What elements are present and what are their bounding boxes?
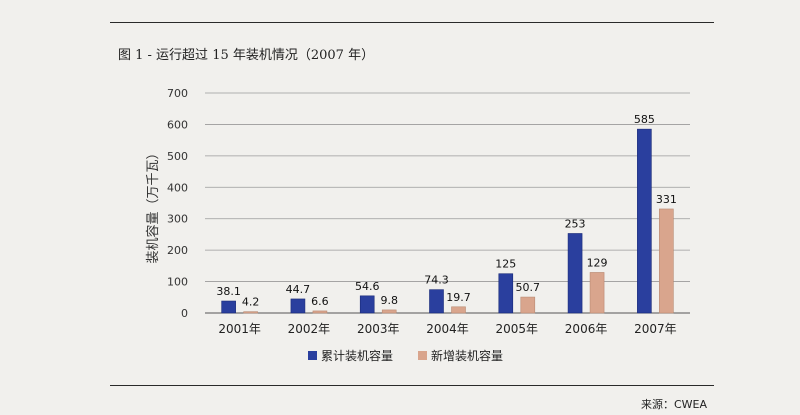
legend-swatch-cumulative xyxy=(308,351,317,360)
x-tick-label: 2004年 xyxy=(426,322,469,336)
data-label: 125 xyxy=(495,258,516,271)
bar-new xyxy=(243,311,258,314)
source-note: 来源：CWEA xyxy=(641,398,708,411)
y-tick-label: 200 xyxy=(167,244,188,257)
legend-label: 累计装机容量 xyxy=(321,348,393,363)
legend-label: 新增装机容量 xyxy=(431,348,503,363)
y-tick-label: 700 xyxy=(167,87,188,100)
y-axis-label: 装机容量（万千瓦） xyxy=(145,146,161,263)
data-label: 38.1 xyxy=(216,285,241,298)
bottom-rule xyxy=(110,385,714,386)
top-rule xyxy=(110,22,714,23)
data-label: 6.6 xyxy=(311,295,329,308)
data-label: 331 xyxy=(656,193,677,206)
legend: 累计装机容量 新增装机容量 xyxy=(308,348,503,363)
x-tick-label: 2001年 xyxy=(218,322,261,336)
x-axis-tick-labels: 2001年 2002年 2003年 2004年 2005年 2006年 2007年 xyxy=(218,322,676,336)
data-label: 19.7 xyxy=(446,291,471,304)
bar-new xyxy=(451,306,466,314)
figure-title: 图 1 - 运行超过 15 年装机情况（2007 年） xyxy=(118,48,375,63)
y-tick-label: 0 xyxy=(181,307,188,320)
bar-cumulative xyxy=(359,295,375,314)
bar-new xyxy=(659,208,674,314)
bar-new xyxy=(520,296,536,314)
bar-cumulative xyxy=(498,273,514,314)
data-label: 129 xyxy=(587,256,608,269)
data-label: 74.3 xyxy=(424,274,449,287)
x-tick-label: 2006年 xyxy=(565,322,608,336)
data-label: 4.2 xyxy=(242,296,260,309)
bar-new xyxy=(381,309,397,314)
data-label: 253 xyxy=(565,217,586,230)
y-tick-label: 300 xyxy=(167,213,188,226)
gridlines xyxy=(205,92,690,314)
data-label: 54.6 xyxy=(355,280,380,293)
legend-swatch-new xyxy=(418,351,427,360)
bar-cumulative xyxy=(637,128,652,314)
data-label: 50.7 xyxy=(516,281,541,294)
bar-cumulative xyxy=(429,289,444,314)
data-label: 585 xyxy=(634,113,655,126)
data-label: 44.7 xyxy=(286,283,311,296)
y-axis-ticks: 0 100 200 300 400 500 600 700 xyxy=(167,87,188,320)
y-tick-label: 400 xyxy=(167,181,188,194)
x-tick-label: 2005年 xyxy=(496,322,539,336)
x-tick-label: 2002年 xyxy=(288,322,331,336)
bar-cumulative xyxy=(290,298,306,314)
y-tick-label: 600 xyxy=(167,118,188,131)
y-tick-label: 100 xyxy=(167,276,188,289)
bar-cumulative xyxy=(567,233,583,314)
data-label: 9.8 xyxy=(380,294,398,307)
y-tick-label: 500 xyxy=(167,150,188,163)
bar-new xyxy=(589,272,605,314)
bar-cumulative xyxy=(221,300,236,314)
x-tick-label: 2003年 xyxy=(357,322,400,336)
bar-new xyxy=(312,310,328,314)
x-tick-label: 2007年 xyxy=(634,322,677,336)
